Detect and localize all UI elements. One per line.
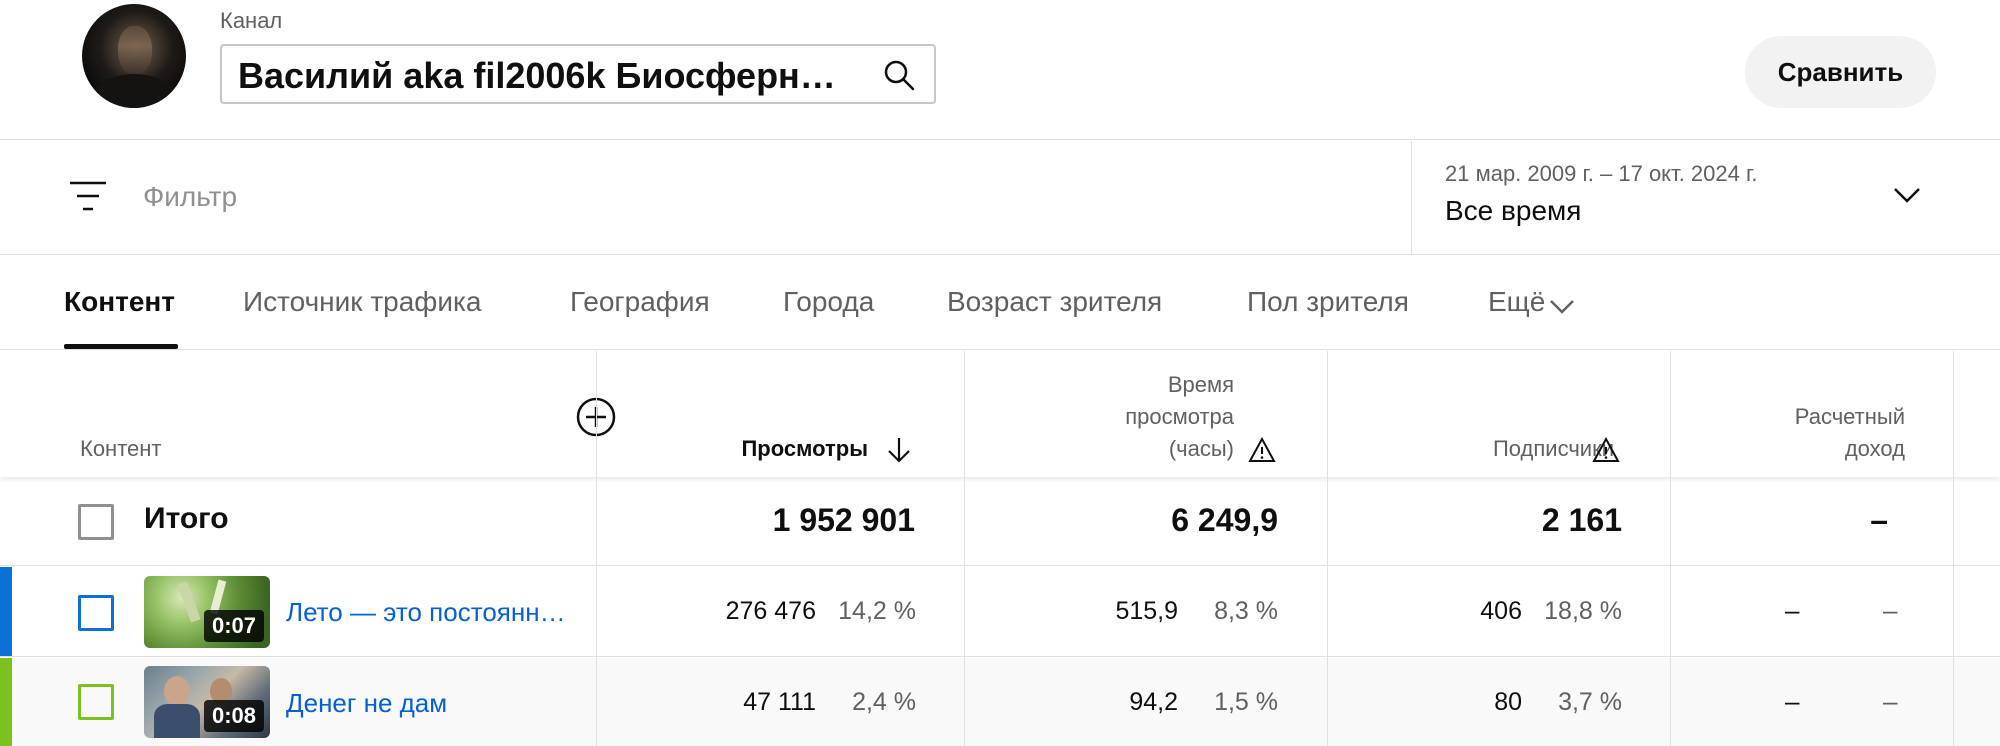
views-value: 47 111 — [743, 688, 816, 716]
date-period-text: Все время — [1445, 195, 1582, 226]
chevron-down-icon[interactable] — [1548, 296, 1576, 318]
column-header-watch-time-1[interactable]: Время — [1167, 372, 1234, 397]
channel-label: Канал — [220, 8, 283, 33]
table-header: Контент Просмотры Время просмотра (часы)… — [0, 351, 2000, 477]
total-subscribers: 2 161 — [1541, 502, 1622, 538]
filter-input[interactable]: Фильтр — [143, 181, 238, 212]
views-percent: 2,4 % — [852, 688, 916, 716]
column-divider — [1670, 351, 1671, 746]
column-header-revenue-2[interactable]: доход — [1844, 436, 1905, 461]
video-title-link[interactable]: Денег не дам — [286, 688, 448, 718]
channel-avatar[interactable] — [82, 4, 186, 108]
warning-icon[interactable] — [1248, 437, 1276, 463]
video-thumbnail[interactable]: 0:07 — [144, 576, 270, 648]
subscribers-percent: 3,7 % — [1558, 688, 1622, 716]
search-icon[interactable] — [882, 58, 916, 92]
column-divider — [596, 351, 597, 746]
subscribers-percent: 18,8 % — [1544, 597, 1622, 625]
table-row-total: Итого 1 952 901 6 249,9 2 161 – — [0, 478, 2000, 566]
tab-geography[interactable]: География — [570, 286, 710, 317]
column-divider — [964, 351, 965, 746]
column-divider — [1327, 351, 1328, 746]
row-checkbox[interactable] — [78, 595, 114, 631]
revenue-value: – — [1785, 686, 1800, 716]
active-tab-indicator — [64, 344, 178, 349]
column-header-revenue-1[interactable]: Расчетный — [1794, 404, 1905, 429]
sort-descending-icon[interactable] — [886, 436, 912, 464]
channel-header: Канал Василий aka fil2006k Биосферный Че… — [0, 0, 2000, 140]
tab-viewer-gender[interactable]: Пол зрителя — [1247, 286, 1409, 317]
revenue-percent: – — [1883, 686, 1898, 716]
row-accent — [0, 567, 12, 656]
table-row[interactable]: 0:08 Денег не дам 47 111 2,4 % 94,2 1,5 … — [0, 658, 2000, 746]
subscribers-value: 80 — [1494, 688, 1522, 716]
total-checkbox[interactable] — [78, 504, 114, 540]
column-header-subscribers[interactable]: Подписчики — [1492, 436, 1614, 461]
video-duration: 0:08 — [203, 700, 264, 732]
compare-button[interactable]: Сравнить — [1745, 36, 1936, 108]
row-accent — [0, 658, 12, 746]
column-header-views[interactable]: Просмотры — [741, 436, 868, 461]
column-header-watch-time-2[interactable]: просмотра — [1125, 404, 1234, 429]
row-checkbox[interactable] — [78, 684, 114, 720]
video-duration: 0:07 — [203, 610, 264, 642]
column-header-watch-time-3[interactable]: (часы) — [1168, 436, 1234, 461]
channel-selector[interactable]: Василий aka fil2006k Биосферный Человек — [220, 44, 936, 104]
subscribers-value: 406 — [1480, 597, 1522, 625]
watch-time-percent: 1,5 % — [1214, 688, 1278, 716]
total-label: Итого — [144, 502, 229, 535]
table-row[interactable]: 0:07 Лето — это постоянный праздник 276 … — [0, 567, 2000, 657]
report-tabs: Контент Источник трафика География Город… — [0, 256, 2000, 350]
watch-time-value: 94,2 — [1129, 688, 1178, 716]
tab-viewer-age[interactable]: Возраст зрителя — [947, 286, 1163, 317]
warning-icon[interactable] — [1592, 437, 1620, 463]
channel-name: Василий aka fil2006k Биосферный Человек — [238, 56, 858, 96]
tab-more[interactable]: Ещё — [1488, 286, 1546, 317]
filter-icon[interactable] — [68, 179, 108, 213]
watch-time-value: 515,9 — [1115, 597, 1178, 625]
views-value: 276 476 — [725, 597, 816, 625]
date-range-selector[interactable]: 21 мар. 2009 г. – 17 окт. 2024 г. Все вр… — [1411, 141, 2000, 255]
tab-traffic-source[interactable]: Источник трафика — [243, 286, 482, 317]
revenue-percent: – — [1883, 595, 1898, 625]
date-range-text: 21 мар. 2009 г. – 17 окт. 2024 г. — [1445, 161, 1758, 186]
watch-time-percent: 8,3 % — [1214, 597, 1278, 625]
column-divider — [1953, 351, 1954, 746]
total-views: 1 952 901 — [772, 502, 915, 538]
views-percent: 14,2 % — [838, 597, 916, 625]
revenue-value: – — [1785, 595, 1800, 625]
total-revenue: – — [1870, 502, 1888, 538]
column-header-content[interactable]: Контент — [80, 436, 162, 461]
content-table: Контент Просмотры Время просмотра (часы)… — [0, 351, 2000, 746]
tab-content[interactable]: Контент — [64, 286, 176, 317]
video-title-link[interactable]: Лето — это постоянный праздник — [286, 597, 582, 627]
chevron-down-icon[interactable] — [1892, 183, 1922, 207]
filter-bar: Фильтр 21 мар. 2009 г. – 17 окт. 2024 г.… — [0, 141, 2000, 255]
total-watch-time: 6 249,9 — [1171, 502, 1278, 538]
tab-cities[interactable]: Города — [783, 286, 875, 317]
video-thumbnail[interactable]: 0:08 — [144, 666, 270, 738]
